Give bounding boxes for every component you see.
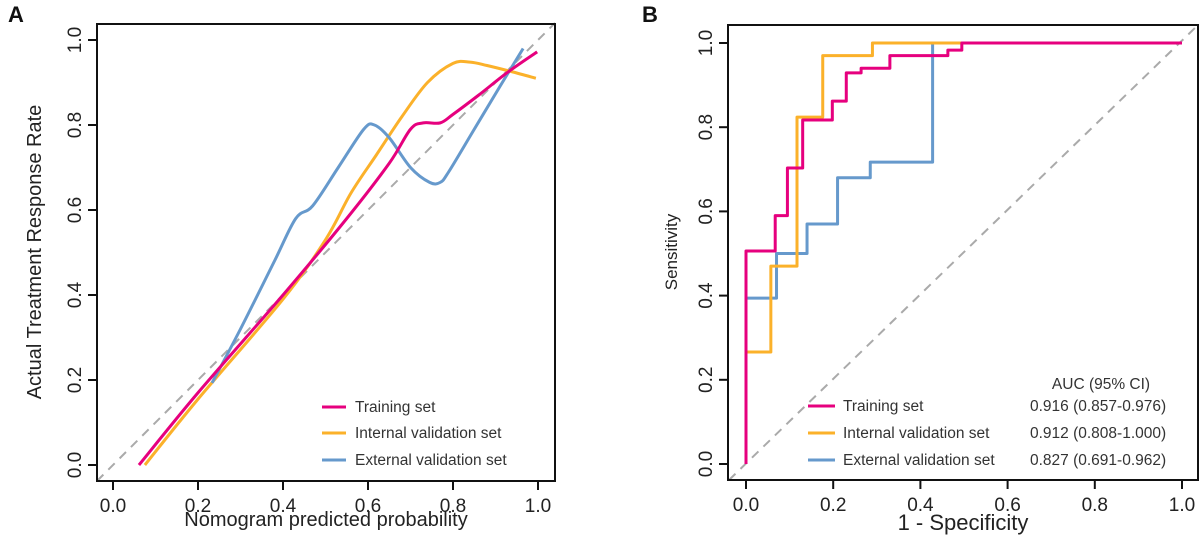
panel-a-y-tick-label: 0.6 (65, 197, 86, 223)
panel-b-x-tick-label: 0.2 (820, 495, 846, 516)
panel-b-x-tick-label: 1.0 (1169, 495, 1195, 516)
panel-a-legend-label-external-validation-set: External validation set (355, 452, 507, 469)
panel-a-series-external-validation-set (210, 47, 525, 384)
panel-b-label: B (642, 2, 658, 27)
panel-b-legend-auc-external-validation-set: 0.827 (0.691-0.962) (1030, 452, 1166, 469)
panel-a-x-tick-label: 0.0 (100, 496, 126, 517)
panel-a-frame (96, 23, 556, 482)
panel-a: A 0.0 0.2 0.4 0.6 0.8 1.0 0.00.20.40.60.81.0 … (8, 2, 556, 531)
panel-a-y-tick-label: 1.0 (65, 27, 86, 53)
panel-b-series-external-validation-set (744, 41, 1182, 464)
panel-b-frame (727, 24, 1199, 481)
panel-a-x-axis-label: Nomogram predicted probability (184, 509, 467, 531)
panel-b-legend-label-external-validation-set: External validation set (843, 452, 995, 469)
panel-b-reference-diagonal (728, 24, 1199, 481)
panel-b-x-tick-label: 0.8 (1082, 495, 1108, 516)
panel-a-series (137, 47, 539, 466)
panel-b-legend-auc-training-set: 0.916 (0.857-0.976) (1030, 398, 1166, 415)
panel-b: B 0.0 0.2 0.4 0.6 0.8 1.0 0.00.20.40.60.81.0 … (642, 2, 1199, 535)
panel-a-y-ticks: 0.0 0.2 0.4 0.6 0.8 1.0 (65, 27, 97, 478)
panel-a-series-internal-validation-set (143, 59, 537, 466)
panel-b-x-tick-label: 0.6 (994, 495, 1020, 516)
panel-a-x-tick-label: 0.2 (185, 496, 211, 517)
panel-b-series-internal-validation-set (744, 41, 1182, 464)
panel-a-legend-label-training-set: Training set (355, 399, 436, 416)
panel-a-x-tick-label: 1.0 (525, 496, 551, 517)
panel-b-y-axis-label: Sensitivity (662, 213, 681, 290)
panel-a-reference-diagonal (96, 22, 556, 482)
panel-a-y-tick-label: 0.4 (65, 281, 86, 308)
panel-a-label: A (8, 2, 24, 27)
panel-b-legend-label-training-set: Training set (843, 398, 924, 415)
panel-a-x-tick-label: 0.4 (270, 496, 297, 517)
panel-a-x-tick-label: 0.8 (440, 496, 466, 517)
panel-a-y-tick-label: 0.8 (65, 112, 86, 138)
panel-b-x-axis-label: 1 - Specificity (898, 510, 1029, 535)
panel-b-x-tick-label: 0.4 (907, 495, 934, 516)
panel-b-x-tick-label: 0.0 (733, 495, 759, 516)
panel-b-legend: Training set 0.916 (0.857-0.976) Internal … (808, 398, 1166, 469)
panel-a-x-tick-label: 0.6 (355, 496, 381, 517)
panel-b-y-tick-label: 0.8 (696, 114, 717, 140)
panel-b-series (744, 41, 1182, 464)
panel-b-legend-header: AUC (95% CI) (1052, 376, 1150, 393)
panel-b-y-tick-label: 0.6 (696, 198, 717, 224)
panel-a-legend-label-internal-validation-set: Internal validation set (355, 425, 502, 442)
panel-a-legend: Training set Internal validation set Exter… (322, 399, 507, 469)
panel-b-legend-label-internal-validation-set: Internal validation set (843, 425, 990, 442)
panel-b-y-ticks: 0.0 0.2 0.4 0.6 0.8 1.0 (696, 30, 728, 477)
panel-b-y-tick-label: 0.0 (696, 451, 717, 477)
panel-a-y-tick-label: 0.2 (65, 367, 86, 393)
panel-b-y-tick-label: 1.0 (696, 30, 717, 56)
panel-b-y-tick-label: 0.2 (696, 367, 717, 393)
panel-b-legend-auc-internal-validation-set: 0.912 (0.808-1.000) (1030, 425, 1166, 442)
panel-a-y-tick-label: 0.0 (65, 452, 86, 478)
panel-b-series-training-set (744, 41, 1182, 464)
panel-a-series-training-set (137, 50, 539, 466)
panel-a-x-ticks: 0.0 0.2 0.4 0.6 0.8 1.0 (100, 481, 551, 517)
panel-a-y-axis-label: Actual Treatment Response Rate (24, 105, 46, 400)
panel-b-y-tick-label: 0.4 (696, 282, 717, 309)
panel-b-x-ticks: 0.0 0.2 0.4 0.6 0.8 1.0 (733, 480, 1195, 516)
